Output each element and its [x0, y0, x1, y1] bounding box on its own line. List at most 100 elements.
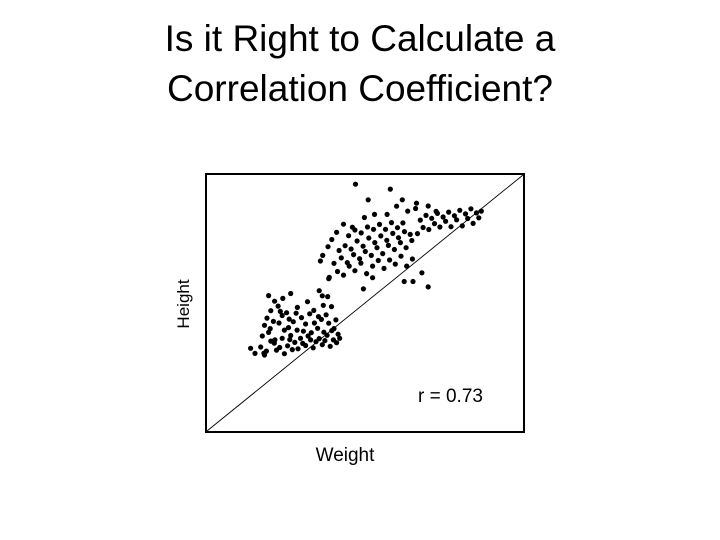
data-point [275, 303, 281, 309]
data-point [259, 333, 265, 339]
data-point [316, 336, 322, 342]
data-point [272, 298, 278, 304]
data-point [360, 243, 366, 249]
data-point [295, 346, 301, 352]
data-point [380, 251, 386, 257]
data-point [394, 203, 400, 209]
data-point [270, 318, 276, 324]
data-point [370, 263, 376, 269]
data-point [366, 235, 372, 241]
data-point [319, 342, 325, 348]
data-point [433, 208, 439, 214]
data-point [398, 253, 404, 259]
data-point [478, 208, 484, 214]
data-point [360, 286, 366, 292]
data-point [279, 335, 285, 341]
data-point [325, 244, 331, 250]
data-point [342, 243, 348, 249]
data-point [331, 260, 337, 266]
data-point [248, 345, 254, 351]
data-point [294, 304, 300, 310]
data-point [288, 290, 294, 297]
data-point [340, 272, 347, 278]
data-point [470, 220, 476, 226]
x-axis-label: Weight [315, 445, 375, 466]
data-point [336, 247, 342, 254]
y-axis-label: Height [174, 279, 193, 329]
data-point [304, 299, 311, 305]
data-point [388, 220, 395, 226]
data-point [323, 312, 329, 318]
data-point [403, 245, 409, 251]
data-point [261, 322, 268, 328]
data-point [414, 231, 421, 237]
data-point [387, 186, 393, 192]
data-point [364, 224, 371, 230]
data-point [263, 348, 269, 354]
data-point [311, 307, 317, 313]
correlation-annotation: r = 0.73 [418, 386, 483, 407]
data-point [417, 217, 423, 223]
data-point [325, 294, 331, 300]
data-point [308, 337, 314, 343]
data-point [476, 215, 482, 221]
reference-line [206, 174, 524, 432]
data-point [324, 332, 330, 338]
data-point [397, 240, 403, 246]
data-point [317, 258, 323, 264]
data-point [315, 325, 321, 331]
data-point [331, 326, 337, 332]
data-point [451, 213, 457, 219]
data-point [252, 350, 258, 356]
data-point [405, 208, 411, 214]
data-point [423, 212, 429, 218]
data-point [334, 340, 340, 346]
data-point [297, 335, 304, 341]
data-point [326, 320, 332, 326]
plot-frame [205, 173, 525, 433]
data-point [385, 242, 391, 248]
data-point [448, 224, 454, 230]
data-point [429, 215, 435, 221]
data-point [409, 237, 415, 244]
data-point [473, 210, 480, 216]
data-point [391, 246, 397, 253]
data-point [285, 343, 291, 349]
data-point [410, 278, 416, 285]
data-point [281, 351, 287, 357]
data-point [258, 344, 264, 350]
data-point [392, 261, 398, 267]
data-point [287, 337, 293, 343]
data-point [407, 231, 413, 237]
data-point [468, 206, 474, 212]
data-point [457, 207, 463, 213]
data-point [316, 288, 322, 294]
data-point [381, 265, 387, 271]
data-point [344, 260, 350, 266]
data-point [261, 352, 268, 358]
data-point [420, 224, 426, 231]
data-point [328, 304, 335, 310]
data-point [400, 220, 406, 226]
data-point [362, 248, 368, 255]
data-point [462, 211, 469, 217]
data-point [401, 278, 407, 285]
data-point [337, 335, 343, 341]
data-point [459, 223, 465, 229]
data-point [335, 331, 341, 337]
data-point [277, 308, 283, 314]
data-point [286, 316, 292, 322]
data-point [425, 284, 431, 290]
data-point [352, 268, 358, 274]
data-point [365, 197, 371, 203]
points-layer [248, 181, 484, 358]
slide-title: Is it Right to Calculate a Correlation C… [164, 18, 556, 109]
data-point [465, 215, 471, 222]
data-point [277, 344, 283, 351]
data-point [413, 205, 419, 212]
data-point [288, 332, 294, 339]
data-point [311, 320, 317, 326]
data-point [293, 310, 299, 316]
data-point [334, 229, 340, 235]
data-point [399, 197, 405, 203]
